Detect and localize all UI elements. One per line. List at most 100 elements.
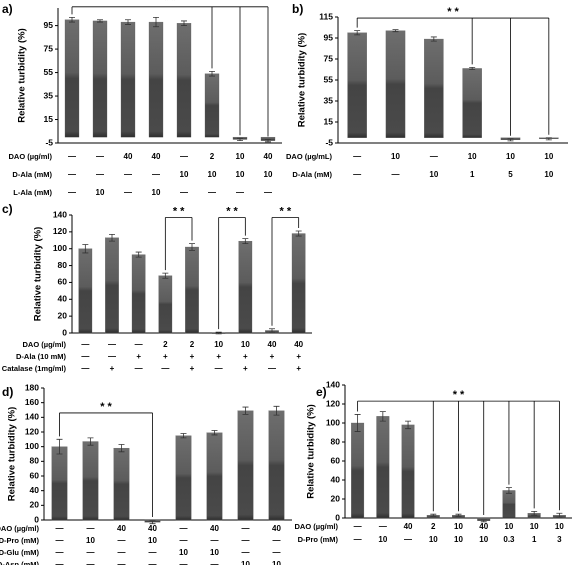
table-cell: — (264, 188, 272, 197)
table-cell: 40 (124, 152, 133, 161)
error-bar (97, 19, 103, 23)
table-cell: — (56, 560, 64, 565)
table-cell: + (163, 352, 168, 361)
table-cell: 10 (179, 548, 188, 557)
table-cell: — (242, 536, 250, 545)
error-bar (354, 30, 361, 36)
table-cell: — (108, 352, 116, 361)
row-label: D-Ala (mM) (292, 170, 332, 179)
significance-bracket (271, 217, 300, 326)
table-cell: 10 (544, 170, 553, 179)
error-bar (109, 233, 115, 242)
table-cell: 3 (557, 535, 562, 544)
y-tick-label: 75 (44, 43, 54, 53)
table-cell: — (392, 170, 400, 179)
error-bar (209, 70, 215, 77)
row-label: DAO (µg/mL) (286, 152, 332, 161)
error-bar (149, 520, 156, 525)
y-tick-label: 40 (331, 474, 341, 484)
y-tick-label: 60 (58, 277, 68, 287)
y-tick-label: 95 (44, 20, 54, 30)
table-cell: 10 (210, 548, 219, 557)
table-cell: — (56, 524, 64, 533)
y-tick-label: -5 (45, 137, 53, 147)
bar (291, 233, 306, 334)
error-bar (181, 20, 187, 27)
table-cell: — (161, 364, 169, 373)
y-tick-label: 75 (324, 53, 334, 63)
significance-bracket (59, 412, 153, 517)
table-cell: 10 (378, 535, 387, 544)
table-cell: 40 (479, 522, 488, 531)
table-cell: 10 (214, 340, 223, 349)
table-cell: — (68, 170, 76, 179)
table-cell: — (68, 152, 76, 161)
table-cell: 10 (454, 535, 463, 544)
table-cell: + (243, 352, 248, 361)
bar (51, 446, 68, 521)
bar (351, 422, 365, 519)
y-tick-label: 60 (30, 470, 40, 480)
table-cell: 10 (148, 536, 157, 545)
table-cell: + (216, 352, 221, 361)
y-tick-label: 15 (44, 114, 54, 124)
table-cell: 40 (404, 522, 413, 531)
bar (185, 246, 199, 334)
table-cell: — (379, 522, 387, 531)
y-tick-label: -5 (325, 137, 333, 147)
table-cell: 40 (294, 340, 303, 349)
table-cell: 10 (208, 170, 217, 179)
y-tick-label: 80 (58, 260, 68, 270)
table-cell: + (270, 352, 275, 361)
table-cell: 40 (272, 524, 281, 533)
significance-bracket (164, 217, 193, 271)
error-bar (237, 137, 243, 142)
error-bar (162, 272, 169, 279)
table-cell: — (149, 548, 157, 557)
y-tick-label: 80 (30, 456, 40, 466)
row-label: D-Glu (mM) (0, 548, 39, 557)
table-cell: — (354, 522, 362, 531)
row-label: DAO (µg/ml) (295, 522, 339, 531)
table-cell: — (211, 560, 219, 565)
row-label: D-Ala (mM) (12, 170, 52, 179)
bar (105, 237, 119, 334)
table-cell: — (208, 188, 216, 197)
bar (113, 447, 130, 521)
error-bar (118, 444, 125, 453)
table-cell: — (118, 560, 126, 565)
bar (78, 248, 93, 334)
y-tick-label: 100 (25, 441, 39, 451)
error-bar (242, 406, 249, 415)
table-cell: — (353, 170, 361, 179)
error-bar (556, 512, 563, 518)
error-bar (215, 331, 222, 335)
bar (347, 32, 367, 138)
error-bar (211, 430, 218, 436)
table-cell: 2 (431, 522, 436, 531)
row-label: D-Pro (mM) (0, 536, 39, 545)
table-cell: 10 (236, 170, 245, 179)
table-cell: — (268, 364, 276, 373)
table-cell: + (110, 364, 115, 373)
table-cell: 10 (180, 170, 189, 179)
table-cell: — (118, 536, 126, 545)
error-bar (405, 420, 412, 430)
bar (462, 68, 482, 138)
y-tick-label: 20 (30, 500, 40, 510)
bar (120, 21, 136, 138)
table-cell: 10 (506, 152, 515, 161)
table-cell: 5 (508, 170, 513, 179)
table-cell: 10 (555, 522, 564, 531)
table-cell: — (242, 524, 250, 533)
table-cell: — (81, 364, 89, 373)
table-cell: 10 (272, 560, 281, 565)
error-bar (153, 16, 159, 28)
table-cell: 40 (148, 524, 157, 533)
y-tick-label: 55 (324, 74, 334, 84)
panel-label: c) (2, 202, 13, 216)
error-bar (242, 238, 249, 245)
significance-label: * * (173, 205, 185, 217)
y-tick-label: 55 (44, 67, 54, 77)
